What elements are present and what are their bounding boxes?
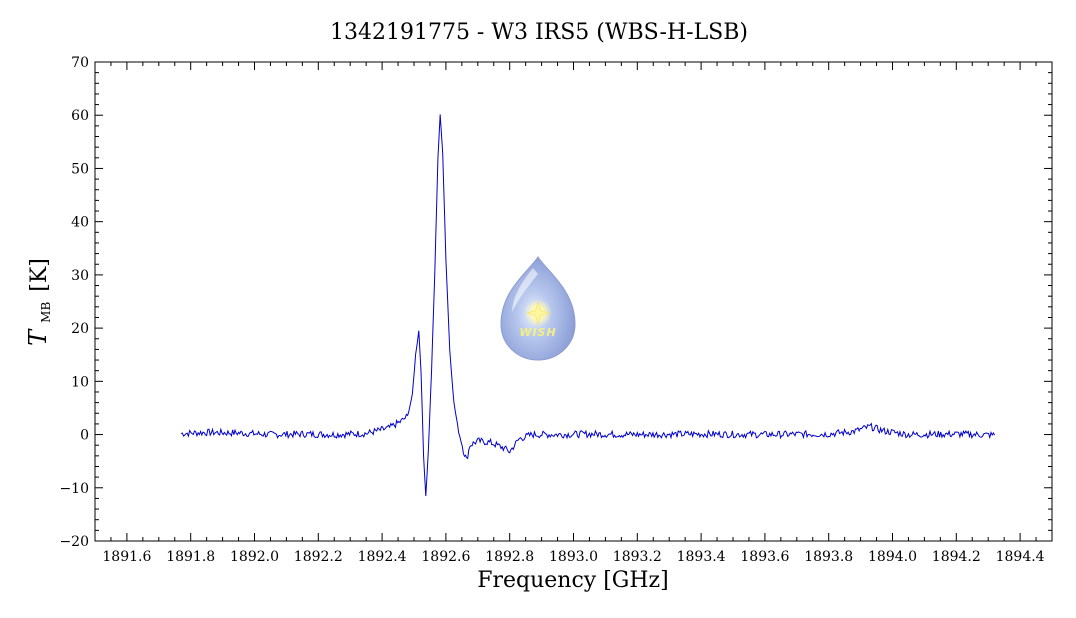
x-tick-label: 1892.2	[294, 549, 343, 565]
y-tick-label: 10	[71, 374, 89, 390]
y-axis-label-symbol: T	[24, 328, 52, 346]
x-tick-label: 1891.6	[102, 549, 151, 565]
x-tick-label: 1894.0	[868, 549, 917, 565]
y-tick-label: 20	[71, 321, 89, 337]
x-tick-label: 1893.8	[804, 549, 853, 565]
x-tick-label: 1893.0	[549, 549, 598, 565]
logo-star-icon	[525, 300, 551, 326]
x-tick-label: 1893.4	[677, 549, 726, 565]
x-tick-label: 1892.4	[358, 549, 407, 565]
logo-highlight	[512, 268, 538, 312]
x-axis-label: Frequency [GHz]	[477, 568, 669, 593]
x-tick-label: 1892.0	[230, 549, 279, 565]
y-axis-tick-labels: −20 −10 0 10 20 30 40 50 60 70	[59, 55, 89, 550]
plot-frame	[94, 61, 1053, 542]
y-axis-label: T MB [K]	[24, 258, 54, 346]
y-tick-label: −20	[59, 534, 89, 550]
x-tick-label: 1892.8	[485, 549, 534, 565]
y-axis-ticks	[95, 61, 1052, 542]
x-axis-ticks	[94, 62, 1053, 541]
x-tick-label: 1894.2	[932, 549, 981, 565]
svg-text:T MB [K]: T MB [K]	[24, 258, 54, 346]
y-axis-label-subscript: MB	[39, 302, 53, 323]
x-tick-label: 1893.6	[740, 549, 789, 565]
y-tick-label: 60	[71, 108, 89, 124]
x-tick-label: 1891.8	[166, 549, 215, 565]
y-tick-label: 70	[71, 55, 89, 71]
x-tick-label: 1894.4	[996, 549, 1045, 565]
x-tick-label: 1893.2	[613, 549, 662, 565]
spectrum-series-line	[180, 114, 996, 497]
y-tick-label: 0	[80, 428, 89, 444]
y-tick-label: 30	[71, 268, 89, 284]
y-tick-label: 40	[71, 215, 89, 231]
x-tick-label: 1892.6	[421, 549, 470, 565]
x-axis-tick-labels: 1891.6 1891.8 1892.0 1892.2 1892.4 1892.6 1892…	[102, 549, 1044, 565]
wish-logo: WISH	[500, 256, 576, 361]
y-axis-label-unit: [K]	[27, 258, 52, 292]
chart-title: 1342191775 - W3 IRS5 (WBS-H-LSB)	[330, 20, 748, 45]
y-tick-label: 50	[71, 161, 89, 177]
logo-text: WISH	[519, 326, 556, 339]
y-tick-label: −10	[59, 481, 89, 497]
